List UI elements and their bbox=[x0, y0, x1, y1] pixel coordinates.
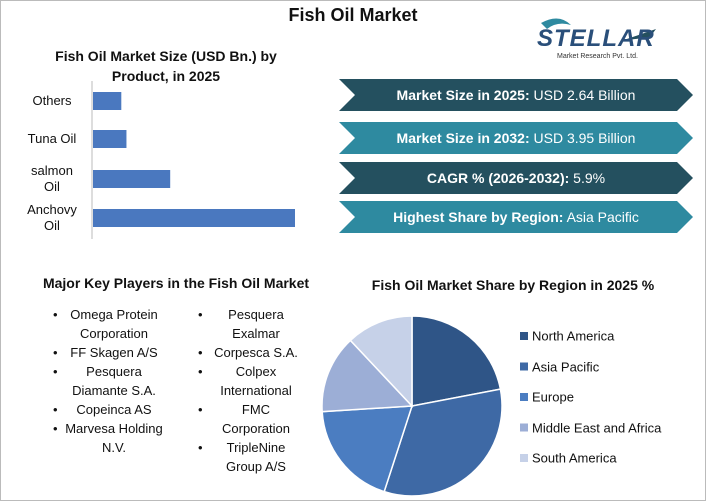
legend-swatch bbox=[520, 362, 528, 371]
player-name: Marvesa Holding N.V. bbox=[65, 421, 163, 455]
player-item: • Marvesa Holding N.V. bbox=[53, 419, 163, 457]
bullet: • bbox=[198, 307, 203, 322]
bar bbox=[93, 209, 295, 227]
bullet: • bbox=[53, 307, 58, 322]
player-name: Colpex International bbox=[220, 364, 292, 398]
pie-slice bbox=[349, 315, 413, 408]
stat-value: USD 3.95 Billion bbox=[533, 130, 636, 146]
pie-slice bbox=[383, 388, 503, 497]
stat-value: Asia Pacific bbox=[566, 209, 639, 225]
bar-chart-title: Fish Oil Market Size (USD Bn.) by Produc… bbox=[55, 48, 277, 84]
player-item: • FF Skagen A/S bbox=[53, 343, 163, 362]
player-item: • Corpesca S.A. bbox=[198, 343, 302, 362]
logo-swoosh bbox=[541, 18, 571, 29]
bullet: • bbox=[198, 440, 203, 455]
player-item: • Copeinca AS bbox=[53, 400, 163, 419]
legend-label: North America bbox=[532, 328, 615, 344]
player-name: FMC Corporation bbox=[222, 402, 290, 436]
player-column: • Omega Protein Corporation • FF Skagen A/S… bbox=[53, 305, 163, 457]
category-label: Others bbox=[32, 93, 72, 108]
key-players-title: Major Key Players in the Fish Oil Market bbox=[42, 275, 310, 291]
bullet: • bbox=[53, 421, 58, 436]
bullet: • bbox=[198, 402, 203, 417]
pie-slice bbox=[321, 339, 414, 413]
legend-swatch bbox=[520, 393, 528, 401]
bullet: • bbox=[198, 345, 203, 360]
stat-text: Market Size in 2025: USD 2.64 Billion bbox=[355, 79, 677, 111]
player-name: Copeinca AS bbox=[76, 402, 152, 417]
stat-banner bbox=[339, 79, 693, 111]
legend-label: Middle East and Africa bbox=[532, 420, 662, 435]
player-name: Corpesca S.A. bbox=[214, 345, 298, 360]
legend-label: Asia Pacific bbox=[532, 359, 600, 374]
stat-text: CAGR % (2026-2032): 5.9% bbox=[355, 162, 677, 194]
player-name: TripleNine Group A/S bbox=[226, 440, 286, 474]
player-name: FF Skagen A/S bbox=[70, 345, 158, 360]
stat-text: Highest Share by Region: Asia Pacific bbox=[355, 201, 677, 233]
bullet: • bbox=[53, 402, 58, 417]
stat-value: USD 2.64 Billion bbox=[533, 87, 636, 103]
legend-label: Europe bbox=[532, 389, 574, 405]
pie-slice bbox=[321, 405, 414, 493]
logo-subtitle: Market Research Pvt. Ltd. bbox=[557, 53, 638, 60]
bar bbox=[93, 92, 122, 110]
stat-label: CAGR % (2026-2032): bbox=[426, 170, 570, 186]
category-label: salmon Oil bbox=[31, 163, 73, 194]
legend-swatch bbox=[520, 332, 528, 340]
legend-swatch bbox=[520, 423, 528, 432]
bar bbox=[93, 130, 127, 148]
stat-banner bbox=[339, 201, 693, 233]
legend-label: South America bbox=[532, 450, 617, 466]
player-name: Omega Protein Corporation bbox=[70, 307, 158, 341]
legend-swatch bbox=[520, 454, 528, 462]
player-item: • Colpex International bbox=[198, 362, 302, 400]
stat-label: Market Size in 2032: bbox=[396, 130, 530, 146]
player-item: • TripleNine Group A/S bbox=[198, 438, 302, 476]
stat-banner bbox=[339, 122, 693, 154]
player-item: • Omega Protein Corporation bbox=[53, 305, 163, 343]
stat-text: Market Size in 2032: USD 3.95 Billion bbox=[355, 122, 677, 154]
logo-arrow bbox=[621, 29, 656, 41]
player-name: Pesquera Exalmar bbox=[228, 307, 284, 341]
bullet: • bbox=[53, 364, 58, 379]
bullet: • bbox=[53, 345, 58, 360]
player-item: • FMC Corporation bbox=[198, 400, 302, 438]
player-column: • Pesquera Exalmar • Corpesca S.A. • Colpex I… bbox=[198, 305, 302, 476]
stat-label: Highest Share by Region: bbox=[393, 209, 564, 225]
category-label: Anchovy Oil bbox=[27, 202, 77, 233]
player-item: • Pesquera Exalmar bbox=[198, 305, 302, 343]
bar bbox=[93, 170, 171, 188]
bullet: • bbox=[198, 364, 203, 379]
stat-banner bbox=[339, 162, 693, 194]
page-title: Fish Oil Market bbox=[288, 5, 418, 25]
category-label: Tuna Oil bbox=[27, 131, 77, 146]
player-name: Pesquera Diamante S.A. bbox=[72, 364, 156, 398]
stat-label: Market Size in 2025: bbox=[396, 87, 530, 103]
player-item: • Pesquera Diamante S.A. bbox=[53, 362, 163, 400]
pie-chart-title: Fish Oil Market Share by Region in 2025 … bbox=[371, 277, 655, 293]
logo-name: STELLAR bbox=[537, 25, 655, 52]
pie-slice bbox=[411, 315, 502, 407]
stat-value: 5.9% bbox=[573, 170, 606, 186]
